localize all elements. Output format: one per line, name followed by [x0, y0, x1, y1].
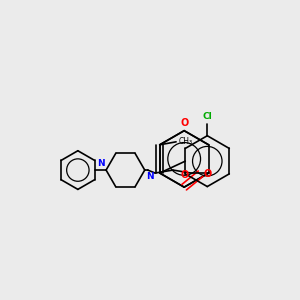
- Text: Cl: Cl: [202, 112, 212, 121]
- Text: N: N: [97, 159, 105, 168]
- Text: O: O: [203, 169, 212, 179]
- Text: O: O: [180, 169, 188, 179]
- Text: O: O: [180, 118, 188, 128]
- Text: CH₃: CH₃: [179, 137, 193, 146]
- Text: N: N: [146, 172, 154, 182]
